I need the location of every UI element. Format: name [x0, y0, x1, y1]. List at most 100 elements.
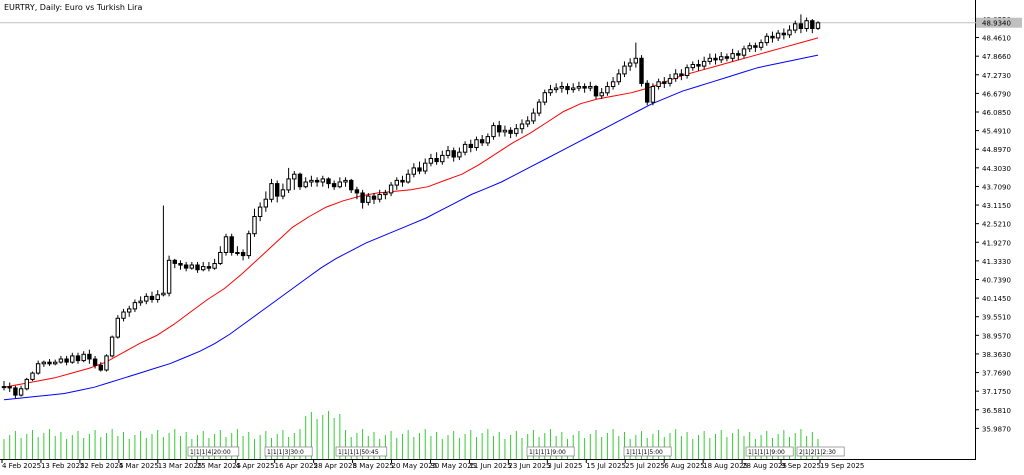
candle-body [536, 101, 542, 114]
candle [58, 355, 64, 364]
candle [491, 122, 496, 140]
candle-body [229, 236, 234, 254]
candle-body [605, 86, 610, 94]
x-tick-label: 22 Feb 2025 [80, 462, 124, 470]
candle [781, 28, 786, 40]
candle-body [240, 252, 246, 257]
candle-body [770, 35, 775, 39]
candle-body [576, 86, 582, 89]
x-tick-label: 25 Jul 2025 [625, 462, 665, 470]
candle-body [525, 120, 530, 125]
candle [405, 169, 411, 184]
candle [35, 360, 41, 375]
candle [474, 136, 479, 151]
candle [451, 147, 456, 162]
candle-body [275, 183, 280, 197]
candle-body [178, 263, 183, 266]
candle [201, 261, 206, 272]
candle [218, 246, 223, 266]
candle-body [485, 136, 491, 144]
x-tick-label: 20 May 2025 [392, 462, 438, 470]
candle [343, 177, 348, 187]
candle [166, 255, 172, 297]
candle [428, 153, 434, 167]
candle-body [337, 181, 343, 188]
candle [667, 73, 673, 87]
candle [366, 192, 371, 206]
candle [18, 385, 24, 397]
candle [423, 158, 428, 175]
candle-body [400, 179, 405, 183]
candle-body [309, 179, 314, 183]
candle-body [645, 82, 650, 103]
candle [747, 42, 752, 52]
y-tick-label: 36.5810 [982, 407, 1011, 415]
candle-body [109, 336, 115, 357]
candle [736, 50, 741, 60]
candle [400, 175, 405, 187]
candle [331, 180, 337, 190]
candle-body [508, 129, 513, 134]
candle-body [218, 252, 223, 264]
candle-body [195, 264, 200, 271]
candle [280, 183, 286, 200]
volume-marker-label: 1|1|1|1|9:00 [529, 449, 566, 456]
candle [53, 359, 58, 366]
x-tick-label: 18 Aug 2025 [703, 462, 748, 470]
candle [144, 293, 149, 305]
candle [252, 208, 257, 237]
candle [149, 291, 155, 303]
candle [138, 296, 143, 306]
volume-marker-label: 1|1|1|1|9:00 [748, 449, 785, 456]
candle [297, 172, 303, 190]
candle [155, 290, 160, 303]
candle [115, 315, 120, 339]
candle-body [798, 23, 804, 29]
candle-body [331, 183, 337, 188]
candle [383, 189, 388, 200]
candle [519, 119, 525, 134]
candle-body [326, 178, 331, 185]
candle [41, 360, 46, 367]
candle-body [531, 112, 536, 122]
y-tick-label: 47.8660 [982, 53, 1011, 61]
candle [502, 125, 508, 137]
candle [508, 127, 513, 139]
candle [764, 33, 769, 46]
candle-body [64, 358, 69, 363]
candle-body [58, 358, 64, 363]
candle [121, 308, 126, 322]
candle [127, 305, 132, 317]
candle [605, 81, 610, 96]
candle [189, 261, 195, 270]
candle [468, 139, 474, 153]
candle-body [724, 56, 730, 59]
candle [582, 83, 587, 93]
candle [92, 355, 98, 369]
candle [724, 53, 730, 62]
candle [810, 19, 815, 34]
candle-body [35, 363, 41, 374]
candle [462, 141, 468, 156]
x-tick-label: 4 Mar 2025 [119, 462, 159, 470]
candle [627, 58, 633, 71]
volume-marker-label: 2|1|2|1|2:30 [799, 449, 836, 456]
candle-body [610, 81, 616, 88]
candle [741, 45, 747, 59]
candle [559, 81, 564, 93]
candle [707, 53, 712, 65]
candle-body [781, 32, 786, 36]
candle-body [662, 81, 667, 84]
candle-body [627, 62, 633, 67]
x-tick-label: 30 May 2025 [430, 462, 476, 470]
x-tick-label: 28 Apr 2025 [314, 462, 357, 470]
candle-body [758, 42, 764, 48]
candle-body [161, 292, 166, 296]
candle-body [104, 355, 109, 371]
candle [599, 88, 604, 99]
candle [7, 382, 12, 392]
candle-body [622, 65, 627, 75]
current-price-label: 48.9340 [982, 20, 1011, 28]
